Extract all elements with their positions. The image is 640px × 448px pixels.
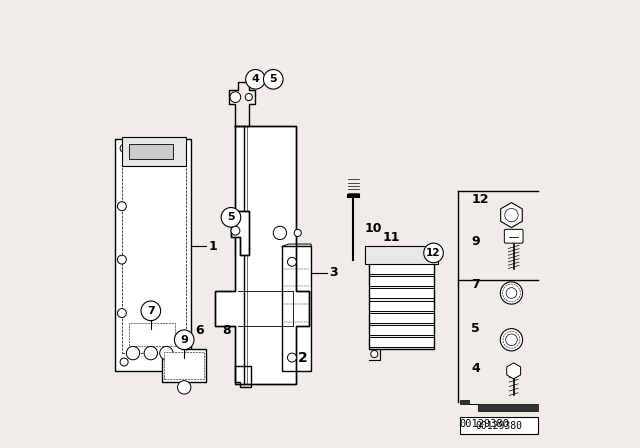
Circle shape <box>120 144 128 152</box>
Circle shape <box>178 358 186 366</box>
Text: 12: 12 <box>472 193 489 206</box>
Circle shape <box>371 350 378 358</box>
Text: 3: 3 <box>329 267 337 280</box>
FancyBboxPatch shape <box>369 289 433 298</box>
Circle shape <box>221 207 241 227</box>
Circle shape <box>287 353 296 362</box>
Text: 7: 7 <box>472 278 480 291</box>
Text: 4: 4 <box>252 74 259 84</box>
Text: 00129380: 00129380 <box>476 421 522 431</box>
FancyBboxPatch shape <box>162 349 207 382</box>
Polygon shape <box>460 400 538 411</box>
Circle shape <box>231 226 240 235</box>
Circle shape <box>506 334 517 345</box>
Circle shape <box>506 288 516 298</box>
Circle shape <box>126 346 140 360</box>
Text: 9: 9 <box>180 335 188 345</box>
Circle shape <box>500 282 523 304</box>
Circle shape <box>117 309 126 318</box>
Text: 5: 5 <box>269 74 277 84</box>
Polygon shape <box>216 126 309 384</box>
Circle shape <box>120 358 128 366</box>
Text: 5: 5 <box>227 212 235 222</box>
Text: 1: 1 <box>209 240 218 253</box>
FancyBboxPatch shape <box>122 137 186 166</box>
Text: 9: 9 <box>472 235 480 248</box>
FancyBboxPatch shape <box>129 323 175 345</box>
Text: 6: 6 <box>195 324 204 337</box>
Circle shape <box>175 330 194 349</box>
FancyBboxPatch shape <box>164 352 204 379</box>
Polygon shape <box>231 211 249 255</box>
Circle shape <box>178 144 186 152</box>
FancyBboxPatch shape <box>129 144 173 159</box>
Text: 10: 10 <box>365 222 382 235</box>
FancyBboxPatch shape <box>504 229 523 243</box>
Text: 2: 2 <box>298 351 307 365</box>
Circle shape <box>424 243 444 263</box>
Circle shape <box>287 258 296 266</box>
FancyBboxPatch shape <box>369 325 433 335</box>
Circle shape <box>141 301 161 321</box>
Text: 8: 8 <box>222 324 230 337</box>
Circle shape <box>144 346 157 360</box>
FancyBboxPatch shape <box>369 313 433 323</box>
Circle shape <box>246 69 265 89</box>
Circle shape <box>177 381 191 394</box>
FancyBboxPatch shape <box>460 417 538 434</box>
Circle shape <box>500 329 523 351</box>
Text: 5: 5 <box>472 322 480 335</box>
FancyBboxPatch shape <box>115 139 191 371</box>
FancyBboxPatch shape <box>369 264 433 274</box>
FancyBboxPatch shape <box>369 301 433 310</box>
Circle shape <box>117 202 126 211</box>
Polygon shape <box>507 363 520 379</box>
Text: 7: 7 <box>147 306 155 316</box>
Text: 12: 12 <box>426 248 441 258</box>
Text: 4: 4 <box>472 362 480 375</box>
FancyBboxPatch shape <box>369 252 433 262</box>
FancyBboxPatch shape <box>369 337 433 347</box>
Circle shape <box>264 69 283 89</box>
Circle shape <box>505 208 518 222</box>
FancyBboxPatch shape <box>122 153 186 353</box>
FancyBboxPatch shape <box>126 320 177 349</box>
FancyBboxPatch shape <box>365 246 438 264</box>
Text: 11: 11 <box>382 231 400 244</box>
Circle shape <box>294 229 301 237</box>
Text: 00129380: 00129380 <box>460 419 509 429</box>
FancyBboxPatch shape <box>282 246 311 371</box>
Circle shape <box>230 92 241 103</box>
FancyBboxPatch shape <box>369 276 433 286</box>
Circle shape <box>160 346 173 360</box>
Circle shape <box>245 94 252 101</box>
Polygon shape <box>500 202 522 228</box>
Circle shape <box>273 226 287 240</box>
Circle shape <box>117 255 126 264</box>
